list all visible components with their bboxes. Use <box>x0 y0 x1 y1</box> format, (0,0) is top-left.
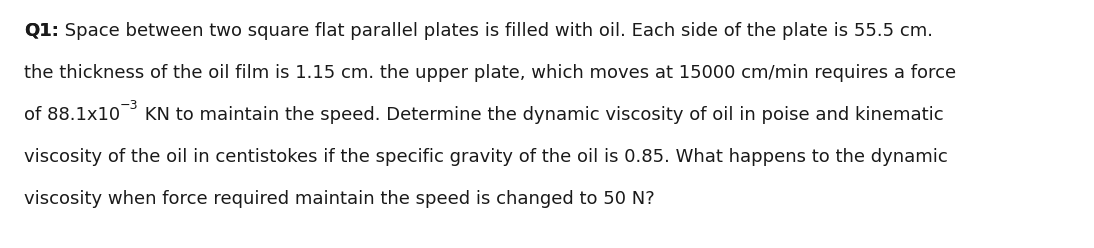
Text: −3: −3 <box>120 99 139 112</box>
Text: Q1:: Q1: <box>24 22 59 40</box>
Text: of 88.1x10: of 88.1x10 <box>24 106 120 124</box>
Text: viscosity when force required maintain the speed is changed to 50 N?: viscosity when force required maintain t… <box>24 190 654 208</box>
Text: Q1:: Q1: <box>24 22 59 40</box>
Text: Space between two square flat parallel plates is filled with oil. Each side of t: Space between two square flat parallel p… <box>59 22 933 40</box>
Text: KN to maintain the speed. Determine the dynamic viscosity of oil in poise and ki: KN to maintain the speed. Determine the … <box>139 106 943 124</box>
Text: viscosity of the oil in centistokes if the specific gravity of the oil is 0.85. : viscosity of the oil in centistokes if t… <box>24 148 947 166</box>
Text: the thickness of the oil film is 1.15 cm. the upper plate, which moves at 15000 : the thickness of the oil film is 1.15 cm… <box>24 64 956 82</box>
